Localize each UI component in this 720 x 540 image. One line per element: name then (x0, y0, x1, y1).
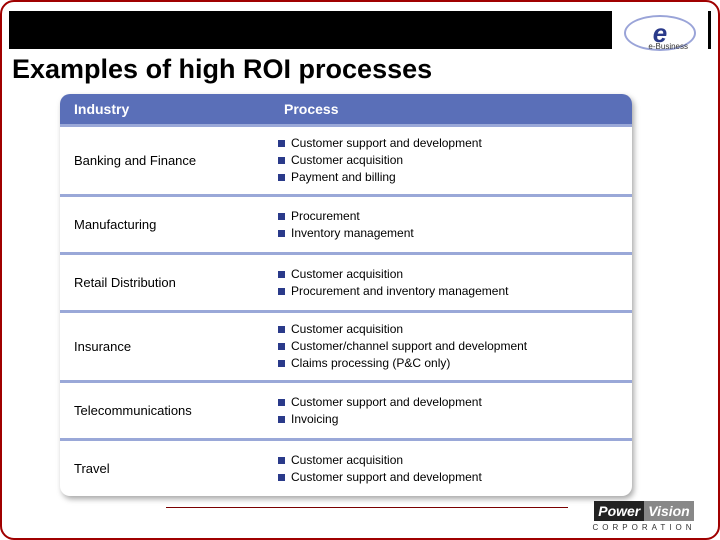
powervision-logo-part2: Vision (644, 501, 694, 521)
cell-process: Customer acquisition Customer support and… (270, 441, 632, 496)
cell-process: Customer support and development Customer… (270, 127, 632, 194)
cell-process: Customer acquisition Procurement and inve… (270, 255, 632, 310)
cell-industry: Manufacturing (60, 197, 270, 252)
square-bullet-icon (278, 213, 285, 220)
process-text: Customer acquisition (291, 153, 403, 168)
square-bullet-icon (278, 343, 285, 350)
process-item: Customer support and development (278, 395, 624, 410)
square-bullet-icon (278, 326, 285, 333)
table-row: TelecommunicationsCustomer support and d… (60, 380, 632, 438)
cell-industry: Retail Distribution (60, 255, 270, 310)
process-text: Claims processing (P&C only) (291, 356, 450, 371)
table-body: Banking and FinanceCustomer support and … (60, 124, 632, 496)
square-bullet-icon (278, 271, 285, 278)
cell-process: Customer acquisition Customer/channel sup… (270, 313, 632, 380)
process-text: Invoicing (291, 412, 338, 427)
cell-industry: Travel (60, 441, 270, 496)
square-bullet-icon (278, 360, 285, 367)
powervision-logo-sub: CORPORATION (580, 523, 708, 532)
process-text: Customer acquisition (291, 322, 403, 337)
process-item: Customer acquisition (278, 267, 624, 282)
cell-industry: Banking and Finance (60, 127, 270, 194)
cell-process: Procurement Inventory management (270, 197, 632, 252)
col-header-process: Process (270, 94, 632, 124)
table-row: Travel Customer acquisition Customer suppo… (60, 438, 632, 496)
cell-industry: Telecommunications (60, 383, 270, 438)
process-item: Customer acquisition (278, 153, 624, 168)
process-text: Customer/channel support and development (291, 339, 527, 354)
slide: e e-Business Examples of high ROI proces… (0, 0, 720, 540)
powervision-logo-part1: Power (594, 501, 644, 521)
process-item: Procurement and inventory management (278, 284, 624, 299)
process-item: Procurement (278, 209, 624, 224)
process-item: Customer acquisition (278, 322, 624, 337)
table-row: Manufacturing Procurement Inventory manage… (60, 194, 632, 252)
square-bullet-icon (278, 457, 285, 464)
process-item: Customer support and development (278, 136, 624, 151)
process-text: Procurement and inventory management (291, 284, 508, 299)
process-text: Customer support and development (291, 395, 482, 410)
square-bullet-icon (278, 174, 285, 181)
footer-rule (166, 507, 568, 508)
page-title: Examples of high ROI processes (12, 54, 432, 85)
process-item: Inventory management (278, 226, 624, 241)
powervision-logo-mark: PowerVision (594, 503, 694, 519)
process-item: Payment and billing (278, 170, 624, 185)
process-item: Customer/channel support and development (278, 339, 624, 354)
roi-table: Industry Process Banking and FinanceCust… (60, 94, 632, 496)
process-text: Customer acquisition (291, 453, 403, 468)
square-bullet-icon (278, 230, 285, 237)
square-bullet-icon (278, 474, 285, 481)
process-item: Claims processing (P&C only) (278, 356, 624, 371)
ebusiness-logo: e e-Business (612, 6, 708, 60)
square-bullet-icon (278, 399, 285, 406)
table-row: Banking and FinanceCustomer support and … (60, 124, 632, 194)
cell-industry: Insurance (60, 313, 270, 380)
col-header-industry: Industry (60, 94, 270, 124)
process-item: Customer acquisition (278, 453, 624, 468)
cell-process: Customer support and development Invoicin… (270, 383, 632, 438)
square-bullet-icon (278, 288, 285, 295)
process-text: Procurement (291, 209, 360, 224)
process-text: Customer acquisition (291, 267, 403, 282)
process-item: Customer support and development (278, 470, 624, 485)
table-row: Insurance Customer acquisition Customer/ch… (60, 310, 632, 380)
process-text: Customer support and development (291, 470, 482, 485)
process-text: Inventory management (291, 226, 414, 241)
title-bar (9, 11, 711, 49)
process-text: Customer support and development (291, 136, 482, 151)
square-bullet-icon (278, 416, 285, 423)
table-row: Retail Distribution Customer acquisition P… (60, 252, 632, 310)
powervision-logo: PowerVision CORPORATION (580, 503, 708, 532)
ebusiness-logo-oval: e e-Business (624, 15, 696, 51)
process-item: Invoicing (278, 412, 624, 427)
process-text: Payment and billing (291, 170, 396, 185)
square-bullet-icon (278, 140, 285, 147)
ebusiness-logo-tag: e-Business (648, 42, 688, 51)
table-header: Industry Process (60, 94, 632, 124)
square-bullet-icon (278, 157, 285, 164)
